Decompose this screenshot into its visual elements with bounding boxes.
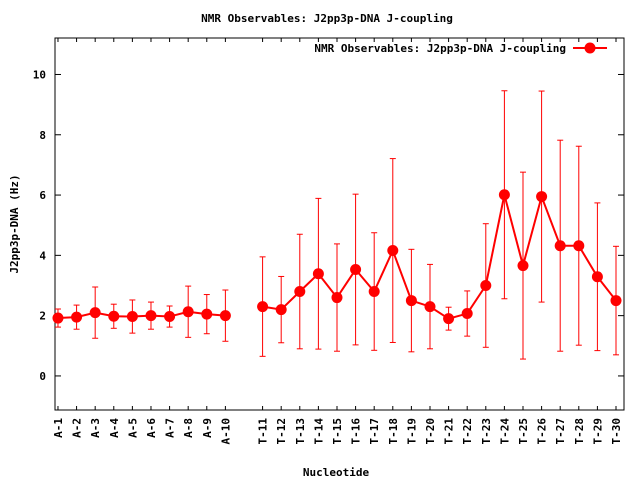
x-tick-label: T-29 [591, 418, 604, 445]
y-tick-label: 4 [39, 249, 46, 262]
y-axis-label: J2pp3p-DNA (Hz) [8, 174, 21, 273]
x-tick-label: T-18 [387, 418, 400, 445]
x-tick-label: T-16 [350, 418, 363, 445]
data-point [591, 271, 603, 283]
data-point [294, 286, 306, 298]
data-point [71, 311, 83, 323]
data-point [257, 301, 269, 313]
x-tick-label: A-2 [71, 418, 84, 438]
data-point [108, 310, 120, 322]
data-point [350, 264, 362, 276]
data-point [480, 279, 492, 291]
data-point [312, 268, 324, 280]
x-tick-label: T-28 [573, 418, 586, 445]
x-tick-label: T-19 [405, 418, 418, 445]
data-point [498, 189, 510, 201]
x-tick-label: T-23 [480, 418, 493, 445]
data-point [387, 245, 399, 257]
data-point [201, 308, 213, 320]
x-tick-label: A-9 [201, 418, 214, 438]
data-point [219, 310, 231, 322]
data-point [164, 311, 176, 323]
data-point [331, 292, 343, 304]
x-tick-label: T-17 [368, 418, 381, 445]
x-tick-label: A-8 [182, 418, 195, 438]
x-tick-label: T-24 [498, 418, 511, 445]
legend: NMR Observables: J2pp3p-DNA J-coupling [314, 42, 607, 55]
data-point [368, 286, 380, 298]
data-point [536, 191, 548, 203]
x-tick-label: A-3 [89, 418, 102, 438]
x-tick-label: T-14 [312, 418, 325, 445]
x-tick-label: A-6 [145, 418, 158, 438]
data-point [275, 304, 287, 316]
x-tick-label: T-12 [275, 418, 288, 445]
plot-border [54, 37, 625, 411]
data-point [443, 313, 455, 325]
data-point [126, 311, 138, 323]
data-series [52, 90, 622, 360]
x-tick-label: T-30 [610, 418, 623, 445]
legend-label: NMR Observables: J2pp3p-DNA J-coupling [314, 42, 566, 55]
data-point [405, 295, 417, 307]
x-tick-label: A-7 [164, 418, 177, 438]
data-point [461, 308, 473, 320]
legend-marker [584, 42, 596, 54]
y-tick-label: 8 [39, 129, 46, 142]
data-point [517, 260, 529, 272]
y-tick-label: 6 [39, 189, 46, 202]
data-point [554, 240, 566, 252]
series-line [262, 193, 617, 320]
x-tick-label: T-13 [294, 418, 307, 445]
data-point [89, 307, 101, 319]
x-tick-label: T-21 [443, 418, 456, 445]
data-point [424, 301, 436, 313]
x-tick-label: T-26 [536, 418, 549, 445]
x-tick-label: T-25 [517, 418, 530, 445]
x-tick-label: T-20 [424, 418, 437, 445]
x-tick-label: A-10 [219, 418, 232, 445]
x-tick-label: T-15 [331, 418, 344, 445]
x-axis-label: Nucleotide [303, 466, 370, 479]
x-tick-label: A-4 [108, 418, 121, 438]
y-tick-label: 0 [39, 370, 46, 383]
y-tick-label: 2 [39, 310, 46, 323]
chart-title: NMR Observables: J2pp3p-DNA J-coupling [201, 12, 453, 25]
x-tick-label: T-11 [257, 418, 270, 445]
x-tick-label: T-22 [461, 418, 474, 445]
x-tick-label: A-1 [52, 418, 65, 438]
data-point [145, 310, 157, 322]
series-line [57, 310, 226, 320]
data-point [182, 306, 194, 318]
x-tick-label: A-5 [126, 418, 139, 438]
x-tick-label: T-27 [554, 418, 567, 445]
axes: 0 2 4 6 8 10 A-1 A-2 A-3 A-4 A-5 A-6 A-7 A-8 A-9 A-10 T-… [33, 37, 625, 445]
data-point [573, 240, 585, 252]
data-point [610, 295, 622, 307]
data-point [52, 312, 64, 324]
y-tick-label: 10 [33, 68, 46, 81]
